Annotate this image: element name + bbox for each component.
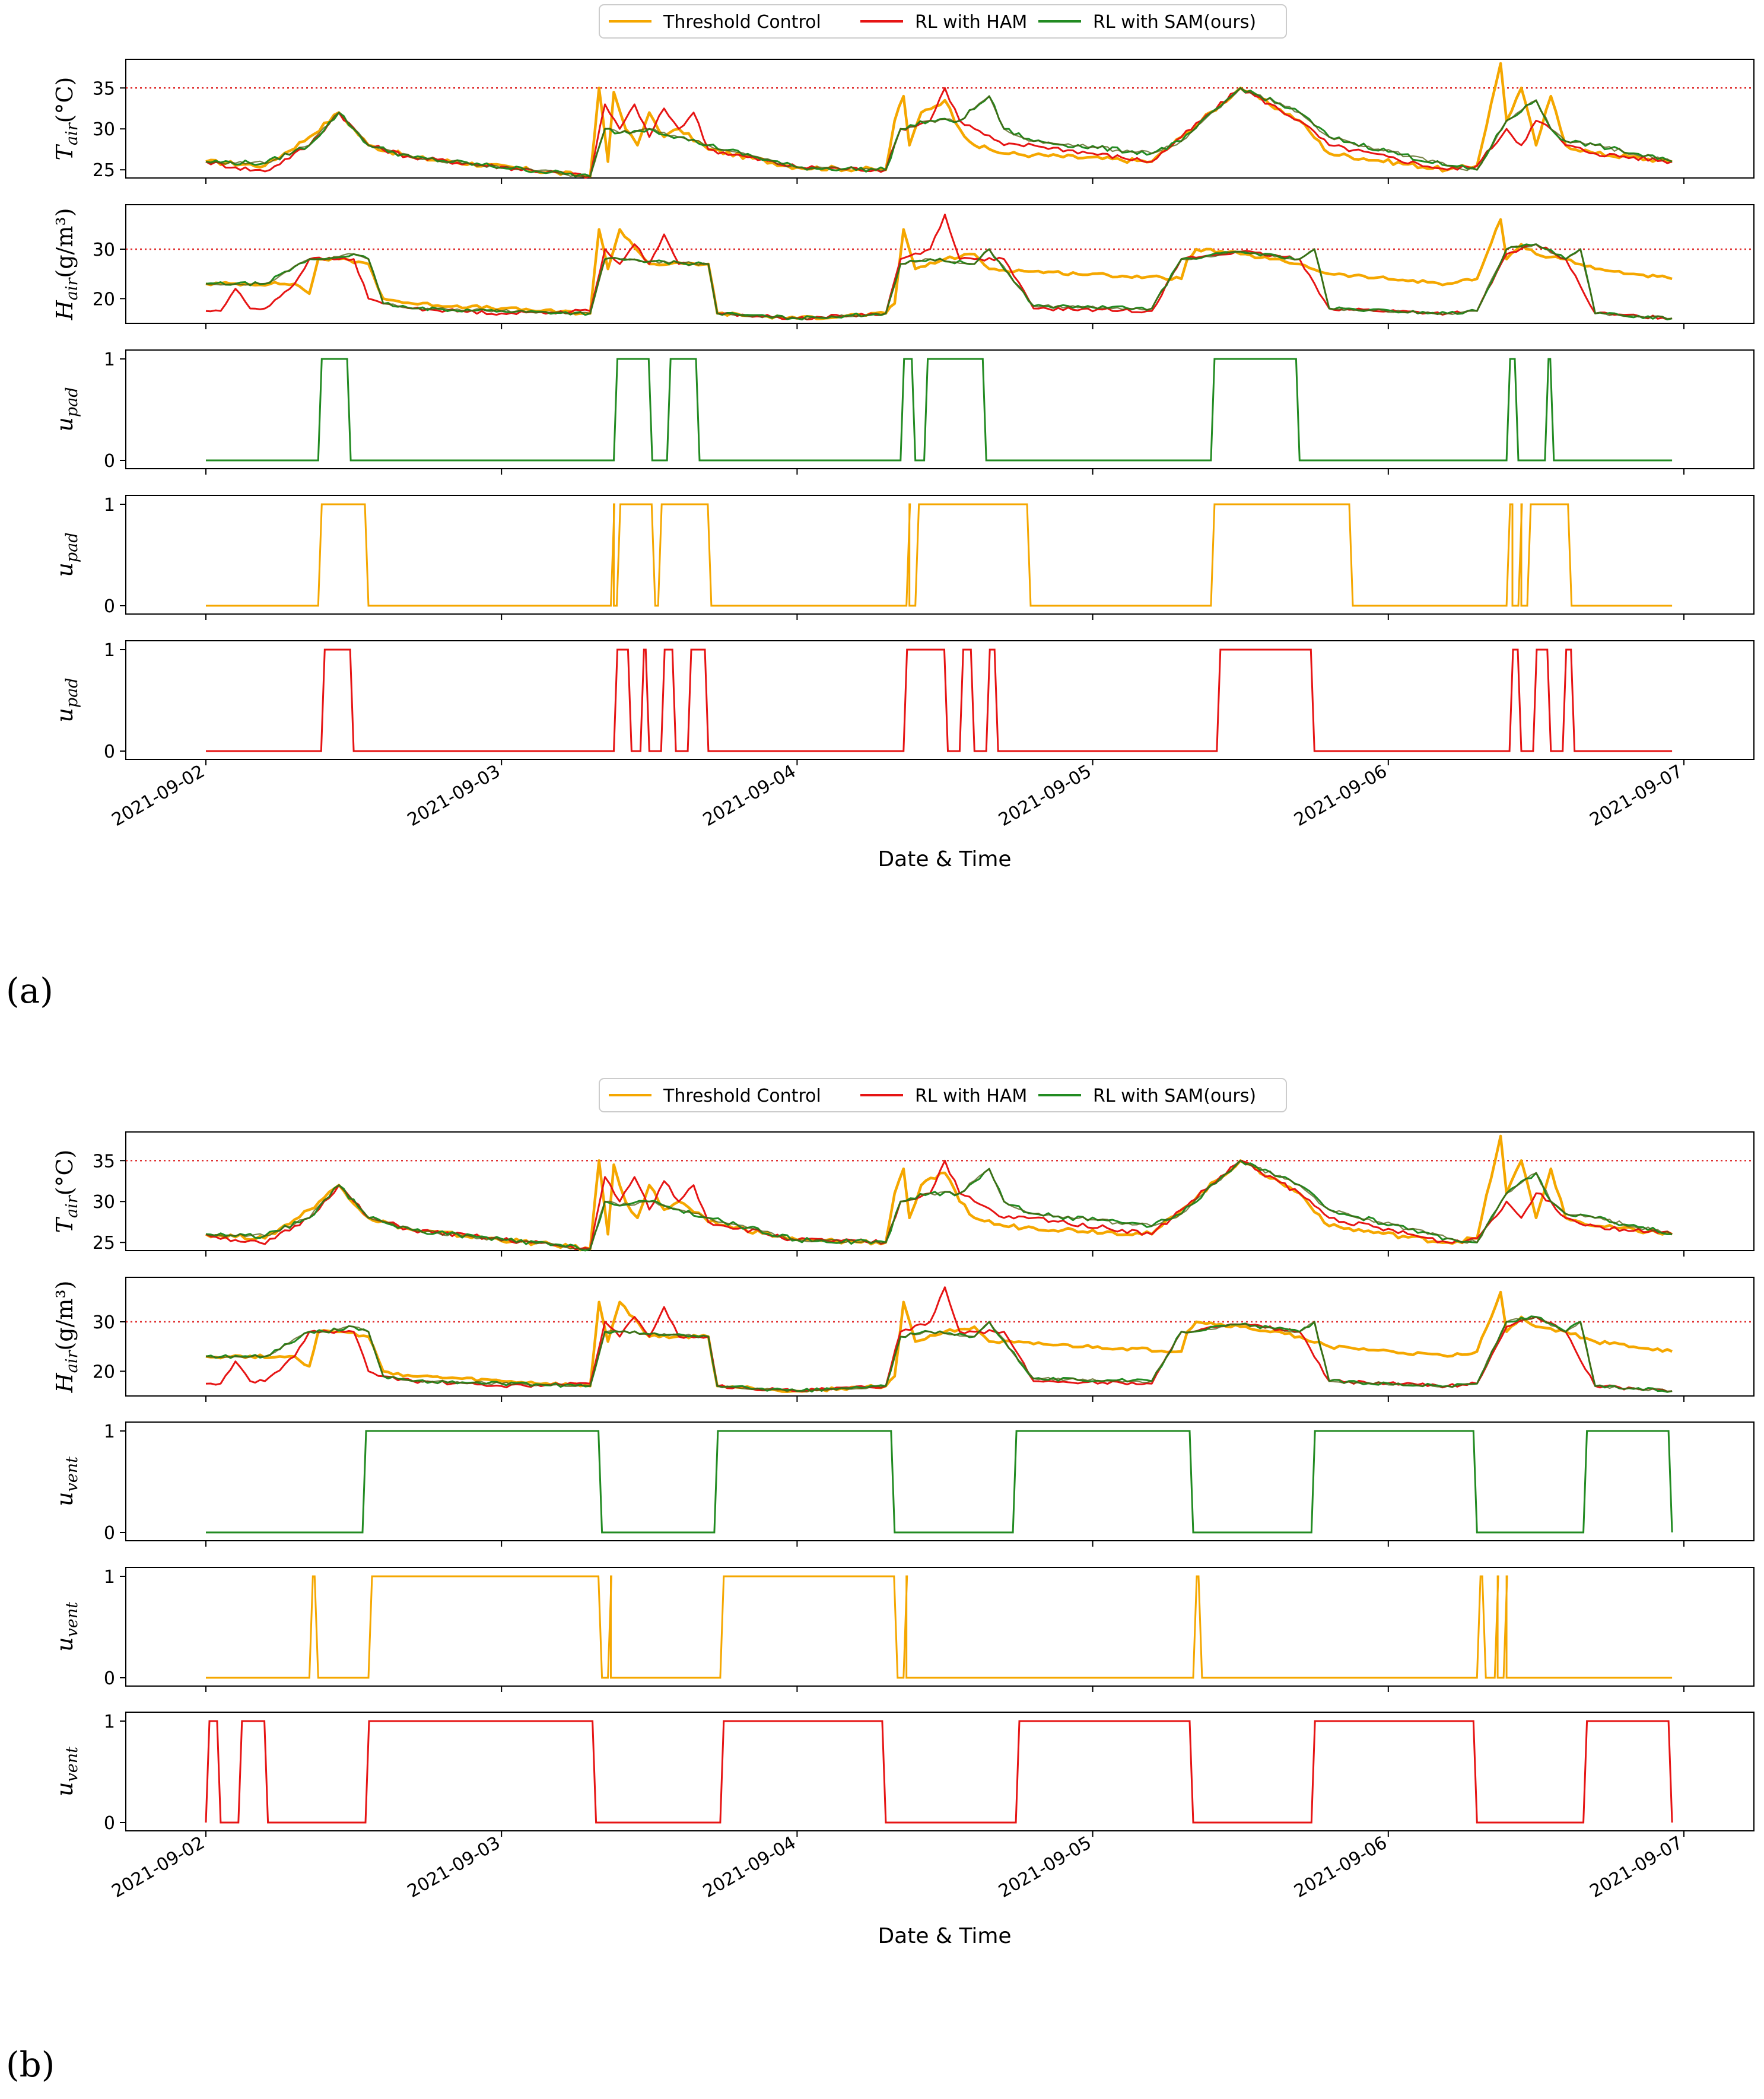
y-tick-label: 1: [104, 640, 115, 661]
x-tick-label: 2021-09-04: [700, 761, 799, 831]
y-axis-label-3: uvent: [52, 1456, 81, 1506]
y-tick-label: 30: [93, 119, 115, 140]
panel-1: Tair(°C) 25 30 35: [52, 59, 1755, 184]
y-tick-label: 1: [104, 349, 115, 370]
panel-2: Hair(g/m³) 20 30: [52, 1277, 1755, 1402]
series-line-rl-with-ham: [205, 87, 1673, 179]
action-line-rl-with-ham: [206, 648, 1673, 752]
y-axis-label-1: Tair(°C): [52, 77, 81, 161]
series-line-threshold-control: [205, 218, 1673, 320]
plot-frame: [125, 1421, 1755, 1541]
legend-label-ham: RL with HAM: [915, 12, 1027, 33]
y-tick-label: 20: [93, 1362, 115, 1382]
y-axis-label-4: upad: [52, 532, 81, 577]
legend-box: [599, 1078, 1287, 1112]
y-axis-label-1: Tair(°C): [52, 1150, 81, 1233]
x-axis-label: Date & Time: [878, 1924, 1011, 1948]
plot-frame: [125, 1712, 1755, 1831]
panel-5: upad 1 0: [52, 640, 1755, 765]
series-overlap-line: [205, 87, 1673, 177]
y-tick-label: 30: [93, 240, 115, 260]
panel-5: uvent 1 0: [52, 1712, 1755, 1837]
action-line-threshold-control: [206, 1575, 1673, 1679]
y-axis-label-3: upad: [52, 387, 81, 431]
action-line-rl-with-ham: [205, 1720, 1673, 1824]
series-overlap-line: [205, 1159, 1673, 1250]
legend: Threshold Control RL with HAM RL with SA…: [599, 4, 1287, 39]
x-axis-label: Date & Time: [878, 847, 1011, 872]
panel-4: uvent 1 0: [52, 1567, 1755, 1692]
panel-3: uvent 1 0: [52, 1421, 1755, 1547]
x-tick-label: 2021-09-02: [109, 761, 208, 831]
action-line-threshold-control: [206, 503, 1673, 607]
action-line-rl-with-sam-ours-: [206, 1430, 1673, 1534]
legend: Threshold Control RL with HAM RL with SA…: [599, 1078, 1287, 1112]
y-tick-label: 35: [93, 1151, 115, 1172]
action-line-rl-with-sam-ours-: [206, 358, 1673, 462]
y-tick-label: 35: [93, 78, 115, 99]
legend-label-ham: RL with HAM: [915, 1086, 1027, 1106]
plot-frame: [125, 349, 1755, 469]
series-line-threshold-control: [205, 1134, 1673, 1252]
y-tick-label: 20: [93, 289, 115, 310]
y-tick-label: 0: [104, 596, 115, 617]
series-line-threshold-control: [205, 1290, 1673, 1394]
x-tick-label: 2021-09-06: [1291, 761, 1390, 831]
y-tick-label: 1: [104, 1421, 115, 1442]
y-tick-label: 1: [104, 1567, 115, 1588]
caption-b: (b): [6, 2044, 55, 2085]
y-tick-label: 25: [93, 1233, 115, 1254]
x-tick-label: 2021-09-03: [404, 761, 504, 831]
y-tick-label: 1: [104, 495, 115, 516]
y-tick-label: 0: [104, 1523, 115, 1544]
y-tick-label: 30: [93, 1192, 115, 1213]
y-axis-label-2: Hair(g/m³): [52, 1281, 81, 1394]
x-tick-label: 2021-09-03: [404, 1833, 504, 1902]
panels-a: Tair(°C) 25 30 35 Hair(g/m³) 20 30 upad 1 0 upad 1 0…: [52, 59, 1755, 831]
panels-b: Tair(°C)253035Hair(g/m³)2030uvent10uvent…: [52, 1131, 1755, 1902]
y-axis-label-5: uvent: [52, 1747, 81, 1796]
legend-label-threshold: Threshold Control: [663, 12, 821, 33]
y-axis-label-4: uvent: [52, 1602, 81, 1652]
y-tick-label: 0: [104, 1668, 115, 1689]
y-tick-label: 0: [104, 451, 115, 472]
legend-label-sam: RL with SAM(ours): [1093, 1086, 1256, 1106]
legend-label-threshold: Threshold Control: [663, 1086, 821, 1106]
x-tick-label: 2021-09-04: [700, 1833, 799, 1902]
x-tick-label: 2021-09-06: [1291, 1833, 1390, 1902]
caption-a: (a): [6, 971, 53, 1011]
series-overlap-line: [205, 1316, 1673, 1393]
panel-4: upad 1 0: [52, 495, 1755, 620]
series-line-threshold-control: [205, 62, 1673, 178]
x-tick-label: 2021-09-07: [1587, 1833, 1686, 1902]
y-tick-label: 30: [93, 1312, 115, 1333]
plot-frame: [125, 495, 1755, 615]
panel-2: Hair(g/m³) 20 30: [52, 204, 1755, 329]
y-tick-label: 0: [104, 742, 115, 762]
y-tick-label: 25: [93, 160, 115, 181]
y-tick-label: 1: [104, 1712, 115, 1732]
panel-3: upad 1 0: [52, 349, 1755, 475]
plot-frame: [125, 640, 1755, 760]
y-axis-label-5: upad: [52, 678, 81, 722]
series-overlap-line: [205, 243, 1673, 320]
figure-a: Threshold Control RL with HAM RL with SA…: [6, 4, 1755, 1011]
legend-box: [599, 4, 1287, 39]
x-tick-label: 2021-09-02: [109, 1833, 208, 1902]
figure-b: Threshold Control RL with HAM RL with SA…: [6, 1078, 1755, 2085]
x-tick-label: 2021-09-05: [995, 1833, 1095, 1902]
y-tick-label: 0: [104, 1813, 115, 1834]
x-tick-label: 2021-09-07: [1587, 761, 1686, 831]
panel-1: Tair(°C) 25 30 35: [52, 1131, 1755, 1257]
x-tick-label: 2021-09-05: [995, 761, 1095, 831]
y-axis-label-2: Hair(g/m³): [52, 208, 81, 321]
legend-label-sam: RL with SAM(ours): [1093, 12, 1256, 33]
